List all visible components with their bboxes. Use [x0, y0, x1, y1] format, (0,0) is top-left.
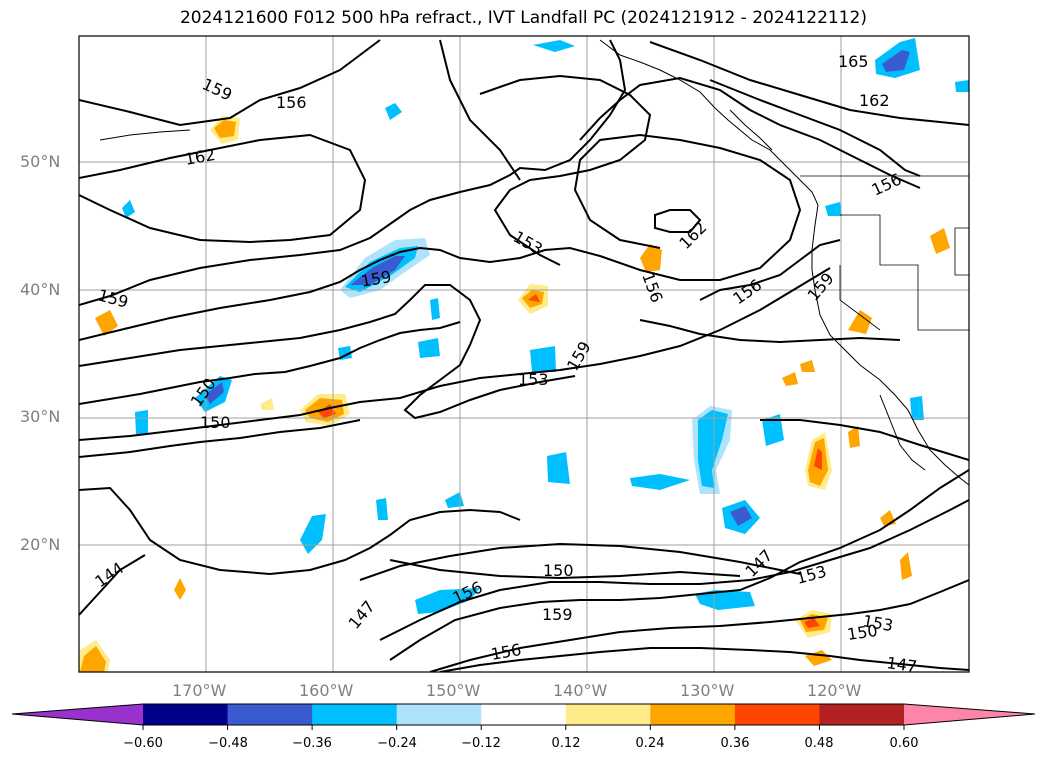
contour-label: 150: [846, 621, 879, 644]
lat-label: 50°N: [20, 152, 61, 171]
plot-border: [78, 35, 970, 673]
colorbar-tick-label: 0.12: [551, 736, 581, 751]
graticule: [79, 36, 969, 672]
colorbar-tick-label: −0.12: [461, 736, 501, 751]
pos-anomaly-patch: [800, 360, 815, 372]
lon-label: 150°W: [426, 681, 481, 700]
pos-anomaly-patch: [260, 398, 274, 410]
colorbar-tick-label: 0.36: [720, 736, 750, 751]
pos-anomaly-patch: [95, 310, 118, 336]
neg-anomaly-patch: [430, 298, 440, 320]
neg-anomaly-patch: [445, 492, 464, 508]
neg-anomaly-patch: [698, 410, 728, 488]
colorbar-cell: [650, 704, 736, 725]
colorbar-tick-label: −0.36: [292, 736, 332, 751]
contour-label: 150: [543, 561, 574, 580]
pos-anomaly-patch: [80, 646, 106, 672]
contour-label: 159: [542, 605, 573, 624]
neg-anomaly-patch: [122, 200, 135, 218]
lon-label: 130°W: [680, 681, 735, 700]
pos-anomaly-patch: [640, 244, 662, 272]
neg-anomaly-patch: [955, 80, 969, 92]
neg-anomaly-patch: [376, 498, 388, 520]
lon-label: 120°W: [807, 681, 862, 700]
pos-anomaly-patch: [214, 120, 236, 138]
pos-anomaly-patch: [528, 294, 540, 302]
neg-anomaly-patch: [533, 40, 575, 52]
colorbar-tick-label: −0.48: [208, 736, 248, 751]
lat-label: 20°N: [20, 535, 61, 554]
neg-anomaly-patch: [630, 474, 690, 490]
pos-anomaly-patch: [174, 578, 186, 600]
lon-label: 140°W: [553, 681, 608, 700]
neg-anomaly-patch: [205, 382, 224, 404]
neg-anomaly-patch: [762, 414, 784, 446]
contour-label: 153: [518, 370, 549, 389]
colorbar-cell: [143, 704, 229, 725]
coastline: [99, 39, 969, 486]
neg-anomaly-patch: [882, 50, 910, 72]
neg-anomaly-patch: [300, 514, 326, 554]
neg-anomaly-patch: [547, 452, 570, 484]
colorbar-cell: [396, 704, 482, 725]
neg-anomaly-patch: [695, 590, 755, 610]
colorbar-tick-label: −0.24: [377, 736, 417, 751]
pos-anomaly-patch: [930, 228, 950, 254]
pos-anomaly-patch: [848, 426, 860, 448]
pos-anomaly-patch: [900, 552, 912, 580]
colorbar-cell: [481, 704, 567, 725]
neg-anomaly-patch: [418, 338, 440, 358]
colorbar-extend-high: [904, 704, 1035, 725]
neg-anomaly-patch: [135, 410, 148, 434]
colorbar-tick-label: 0.60: [889, 736, 919, 751]
lon-label: 170°W: [172, 681, 227, 700]
pos-anomaly-patch: [848, 310, 872, 334]
colorbar-tick-label: 0.24: [635, 736, 665, 751]
neg-anomaly-patch: [415, 588, 480, 614]
lat-label: 40°N: [20, 280, 61, 299]
colorbar-tick-label: 0.48: [804, 736, 834, 751]
pos-anomaly-patch: [782, 372, 798, 386]
neg-anomaly-patch: [910, 396, 924, 420]
neg-anomaly-patch: [730, 506, 752, 526]
pos-anomaly-patch: [804, 618, 820, 628]
colorbar-cell: [227, 704, 313, 725]
contour-label: 150: [200, 413, 231, 432]
neg-anomaly-patch: [350, 256, 405, 285]
pos-anomaly-patch: [814, 448, 822, 470]
contour-label: 156: [276, 93, 307, 112]
contour-label: 165: [838, 52, 869, 71]
contour-label: 147: [885, 653, 918, 676]
colorbar-cell: [734, 704, 820, 725]
colorbar-cell: [819, 704, 905, 725]
colorbar-extend-low: [12, 704, 143, 725]
contour-label: 162: [859, 91, 890, 110]
political-borders: [800, 175, 969, 331]
neg-anomaly-patch: [825, 202, 842, 216]
map-title: 2024121600 F012 500 hPa refract., IVT La…: [179, 8, 867, 28]
neg-anomaly-patch: [385, 103, 402, 120]
contour-lines: [79, 39, 969, 672]
neg-anomaly-patch: [530, 346, 556, 372]
colorbar-cell: [565, 704, 651, 725]
lat-label: 30°N: [20, 407, 61, 426]
lon-label: 160°W: [299, 681, 354, 700]
colorbar: [11, 703, 1036, 730]
colorbar-tick-label: −0.60: [123, 736, 163, 751]
colorbar-cell: [312, 704, 398, 725]
